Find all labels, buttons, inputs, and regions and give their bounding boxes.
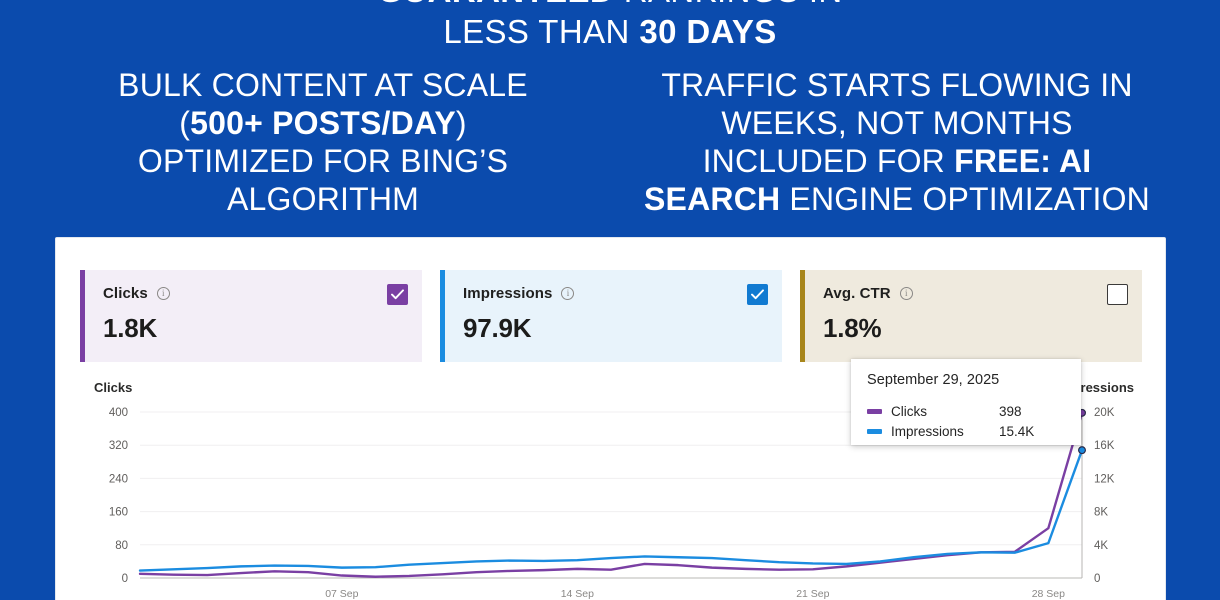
svg-text:160: 160 (109, 507, 128, 519)
svg-text:320: 320 (109, 440, 128, 452)
checkmark-icon (391, 289, 404, 300)
svg-text:07 Sep: 07 Sep (325, 588, 358, 600)
chart-y-axis-title: Clicks (94, 380, 133, 395)
metric-card-clicks-value: 1.8K (103, 313, 158, 343)
metric-card-impressions-title: Impressions (463, 284, 553, 302)
promo-columns: BULK CONTENT AT SCALE (500+ POSTS/DAY) O… (0, 66, 1220, 218)
promo-headline-line1-bold: GUARANTEED (377, 0, 614, 9)
svg-text:16K: 16K (1094, 440, 1115, 452)
chart-tooltip-impressions-label: Impressions (891, 423, 964, 439)
metric-card-impressions-value: 97.9K (463, 313, 532, 343)
chart-tooltip-clicks-label: Clicks (891, 403, 927, 419)
promo-banner: GUARANTEED RANKINGS IN LESS THAN 30 DAYS… (0, 0, 1220, 232)
promo-left-line2-bold: 500+ POSTS/DAY (190, 105, 456, 141)
promo-left-line1: BULK CONTENT AT SCALE (118, 67, 528, 103)
promo-headline-line1-rest: RANKINGS IN (614, 0, 843, 9)
performance-chart: Clicks Impressions 0 0 80 4K 160 8K 240 12K 320 1… (80, 380, 1142, 600)
promo-column-left: BULK CONTENT AT SCALE (500+ POSTS/DAY) O… (49, 66, 597, 218)
svg-text:21 Sep: 21 Sep (796, 588, 829, 600)
promo-left-line4: ALGORITHM (226, 181, 420, 217)
chart-tooltip: September 29, 2025 Clicks 398 Impression… (851, 359, 1081, 445)
metric-card-impressions-head: Impressions i (463, 284, 766, 302)
metric-card-impressions-checkbox[interactable] (747, 284, 768, 305)
promo-left-line2: (500+ POSTS/DAY) (49, 104, 597, 142)
chart-tooltip-row-impressions: Impressions 15.4K (867, 421, 1065, 441)
promo-left-line2-close: ) (455, 105, 467, 141)
chart-tooltip-clicks-value: 398 (999, 403, 1022, 419)
chart-tooltip-rows: Clicks 398 Impressions 15.4K (867, 401, 1065, 441)
metric-card-impressions[interactable]: Impressions i 97.9K (440, 270, 782, 362)
promo-right-line4-bold: SEARCH (644, 181, 781, 217)
checkmark-icon (751, 289, 764, 300)
svg-text:14 Sep: 14 Sep (561, 588, 594, 600)
promo-headline-top: GUARANTEED RANKINGS IN LESS THAN 30 DAYS (0, 0, 1220, 52)
promo-right-line4-post: ENGINE OPTIMIZATION (780, 181, 1150, 217)
promo-right-line3-pre: INCLUDED FOR (702, 143, 955, 179)
metric-card-avg-ctr-checkbox[interactable] (1107, 284, 1128, 305)
metric-card-avg-ctr[interactable]: Avg. CTR i 1.8% (800, 270, 1142, 362)
info-circle-icon[interactable]: i (899, 286, 913, 300)
svg-text:4K: 4K (1094, 540, 1108, 552)
info-circle-icon[interactable]: i (561, 286, 575, 300)
promo-headline-line2: LESS THAN 30 DAYS (0, 11, 1220, 52)
promo-headline-line1: GUARANTEED RANKINGS IN (0, 0, 1220, 11)
metric-card-avg-ctr-title: Avg. CTR (823, 284, 891, 302)
promo-headline-line2-bold: 30 DAYS (639, 13, 777, 50)
metric-cards: Clicks i 1.8K Impressions i 97.9K (80, 270, 1142, 362)
svg-text:240: 240 (109, 473, 128, 485)
promo-right-line1: TRAFFIC STARTS FLOWING IN (661, 67, 1133, 103)
promo-right-line4: SEARCH ENGINE OPTIMIZATION (623, 180, 1171, 218)
chart-svg[interactable]: 0 0 80 4K 160 8K 240 12K 320 16K 400 20K 07 Sep 14 Se… (80, 404, 1142, 600)
svg-text:8K: 8K (1094, 507, 1108, 519)
info-circle-icon[interactable]: i (156, 286, 170, 300)
legend-swatch-clicks-icon (867, 408, 882, 414)
svg-text:80: 80 (115, 540, 128, 552)
promo-right-line2: WEEKS, NOT MONTHS (721, 105, 1073, 141)
promo-right-line3-bold: FREE: AI (954, 143, 1092, 179)
metric-card-clicks-title: Clicks (103, 284, 148, 302)
promo-headline-line2-prefix: LESS THAN (443, 13, 640, 50)
dashboard-panel: Clicks i 1.8K Impressions i 97.9K (55, 237, 1166, 600)
chart-plot-area: 0 0 80 4K 160 8K 240 12K 320 16K 400 20K 07 Sep 14 Se… (80, 404, 1142, 600)
dashboard-panel-inner: Clicks i 1.8K Impressions i 97.9K (66, 248, 1157, 600)
metric-card-avg-ctr-value: 1.8% (823, 313, 882, 343)
promo-column-right: TRAFFIC STARTS FLOWING IN WEEKS, NOT MON… (623, 66, 1171, 218)
legend-swatch-impressions-icon (867, 428, 882, 434)
svg-text:12K: 12K (1094, 473, 1115, 485)
svg-text:28 Sep: 28 Sep (1032, 588, 1065, 600)
chart-tooltip-impressions-value: 15.4K (999, 423, 1035, 439)
metric-card-avg-ctr-head: Avg. CTR i (823, 284, 1126, 302)
metric-card-clicks-head: Clicks i (103, 284, 406, 302)
metric-card-clicks[interactable]: Clicks i 1.8K (80, 270, 422, 362)
chart-tooltip-row-clicks: Clicks 398 (867, 401, 1065, 421)
svg-text:0: 0 (1094, 573, 1100, 585)
promo-left-line3: OPTIMIZED FOR BING’S (137, 143, 509, 179)
svg-text:20K: 20K (1094, 407, 1115, 419)
chart-tooltip-date: September 29, 2025 (867, 372, 1000, 388)
promo-left-line2-open: ( (179, 105, 191, 141)
svg-text:0: 0 (122, 573, 128, 585)
svg-text:400: 400 (109, 407, 128, 419)
promo-right-line3: INCLUDED FOR FREE: AI (623, 142, 1171, 180)
metric-card-clicks-checkbox[interactable] (387, 284, 408, 305)
